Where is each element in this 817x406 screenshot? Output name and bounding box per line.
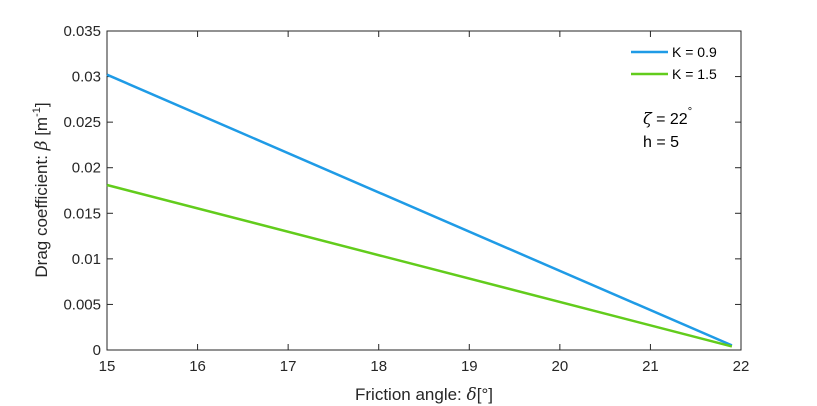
y-tick-label: 0.02 <box>72 160 101 177</box>
y-axis-label: Drag coefficient: β [m-1] <box>31 102 52 277</box>
y-tick-label: 0.01 <box>72 251 101 268</box>
legend-label: K = 1.5 <box>672 66 717 82</box>
series-lines <box>106 73 733 348</box>
x-tick-label: 20 <box>552 358 569 375</box>
annotation-h: h = 5 <box>643 134 679 151</box>
plot-area <box>106 30 742 351</box>
y-tick-label: 0.005 <box>63 296 101 313</box>
y-tick-label: 0.035 <box>63 23 101 40</box>
x-axis-label: Friction angle: δ[°] <box>355 385 493 405</box>
y-tick-label: 0.03 <box>72 69 101 86</box>
legend: K = 0.9 K = 1.5 <box>631 44 717 82</box>
y-tick-label: 0.015 <box>63 205 101 222</box>
x-tick-label: 19 <box>461 358 478 375</box>
x-tick-label: 15 <box>99 358 116 375</box>
x-tick-label: 18 <box>370 358 387 375</box>
x-tick-label: 17 <box>280 358 297 375</box>
x-axis-ticks: 15 16 17 18 19 20 21 22 <box>99 31 750 375</box>
y-tick-label: 0 <box>93 342 101 359</box>
annotation-zeta: ζ = 22° <box>643 106 692 128</box>
y-axis-ticks: 0 0.005 0.01 0.015 0.02 0.025 0.03 0.035 <box>63 23 741 359</box>
x-tick-label: 22 <box>733 358 750 375</box>
y-tick-label: 0.025 <box>63 114 101 131</box>
series-line <box>106 73 733 347</box>
x-tick-label: 16 <box>189 358 206 375</box>
legend-label: K = 0.9 <box>672 44 717 60</box>
series-line <box>106 183 733 348</box>
x-tick-label: 21 <box>642 358 659 375</box>
